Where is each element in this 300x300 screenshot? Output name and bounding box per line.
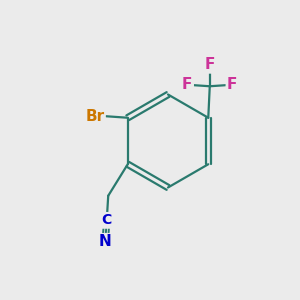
Text: F: F xyxy=(205,57,215,72)
Text: N: N xyxy=(99,235,112,249)
Text: C: C xyxy=(102,213,112,227)
Text: Br: Br xyxy=(85,109,104,124)
Text: F: F xyxy=(182,77,193,92)
Text: F: F xyxy=(227,77,238,92)
